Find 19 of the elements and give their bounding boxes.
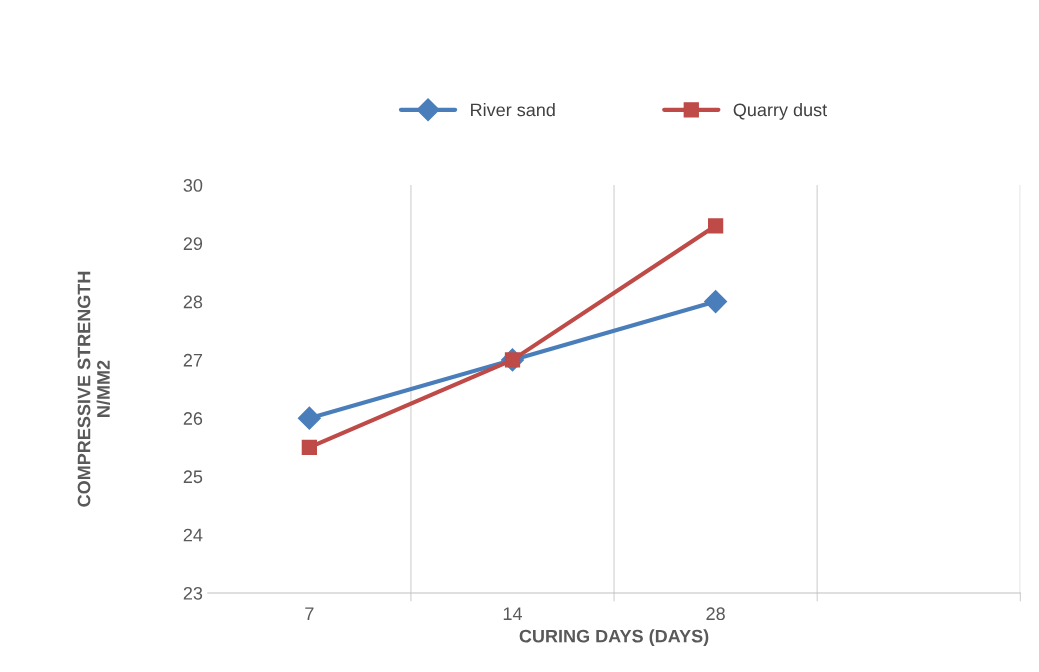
x-axis-title: CURING DAYS (DAYS)	[519, 629, 709, 647]
y-tick-label: 29	[183, 237, 203, 251]
legend-label: Quarry dust	[733, 103, 828, 120]
x-tick-label: 7	[305, 607, 314, 620]
y-tick-label: 24	[183, 528, 203, 542]
y-tick-label: 30	[183, 179, 203, 192]
y-tick-label: 26	[183, 412, 203, 425]
y-tick-label: 28	[183, 295, 203, 309]
point	[704, 290, 728, 314]
point	[707, 218, 724, 234]
y-tick-label: 27	[183, 353, 203, 367]
x-tick-label: 28	[706, 607, 725, 621]
point	[301, 439, 318, 455]
point	[297, 406, 321, 430]
y-axis-title: COMPRESSIVE STRENGTH N/MM2	[77, 271, 111, 507]
x-tick-label: 14	[503, 607, 522, 620]
legend-label: River sand	[471, 103, 555, 117]
y-tick-label: 23	[183, 586, 203, 600]
y-tick-label: 25	[183, 470, 203, 484]
